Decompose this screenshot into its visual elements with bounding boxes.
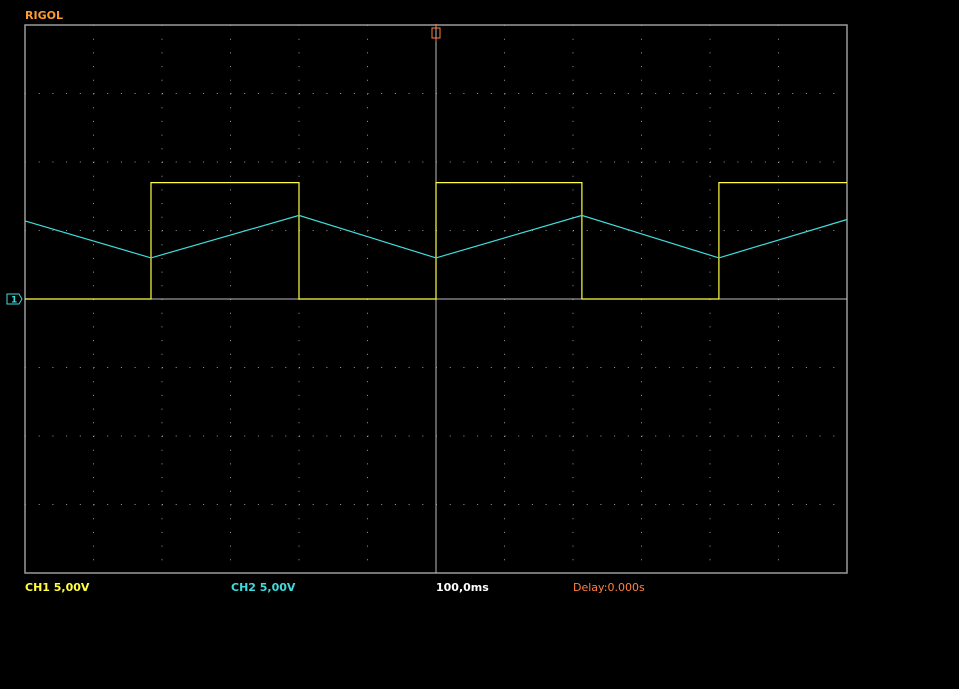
trigger-marker bbox=[431, 24, 441, 42]
trace bbox=[25, 182, 847, 300]
brand: RIGOL bbox=[25, 9, 63, 22]
ground-marker bbox=[6, 293, 23, 305]
ch2-scale: CH2 5,00V bbox=[231, 581, 296, 594]
ground-marker-number: 1 bbox=[11, 296, 17, 306]
timebase: 100,0ms bbox=[436, 581, 489, 594]
delay: Delay:0.000s bbox=[573, 581, 645, 594]
traces bbox=[24, 182, 848, 300]
ch1-scale: CH1 5,00V bbox=[25, 581, 90, 594]
trace bbox=[24, 214, 848, 259]
